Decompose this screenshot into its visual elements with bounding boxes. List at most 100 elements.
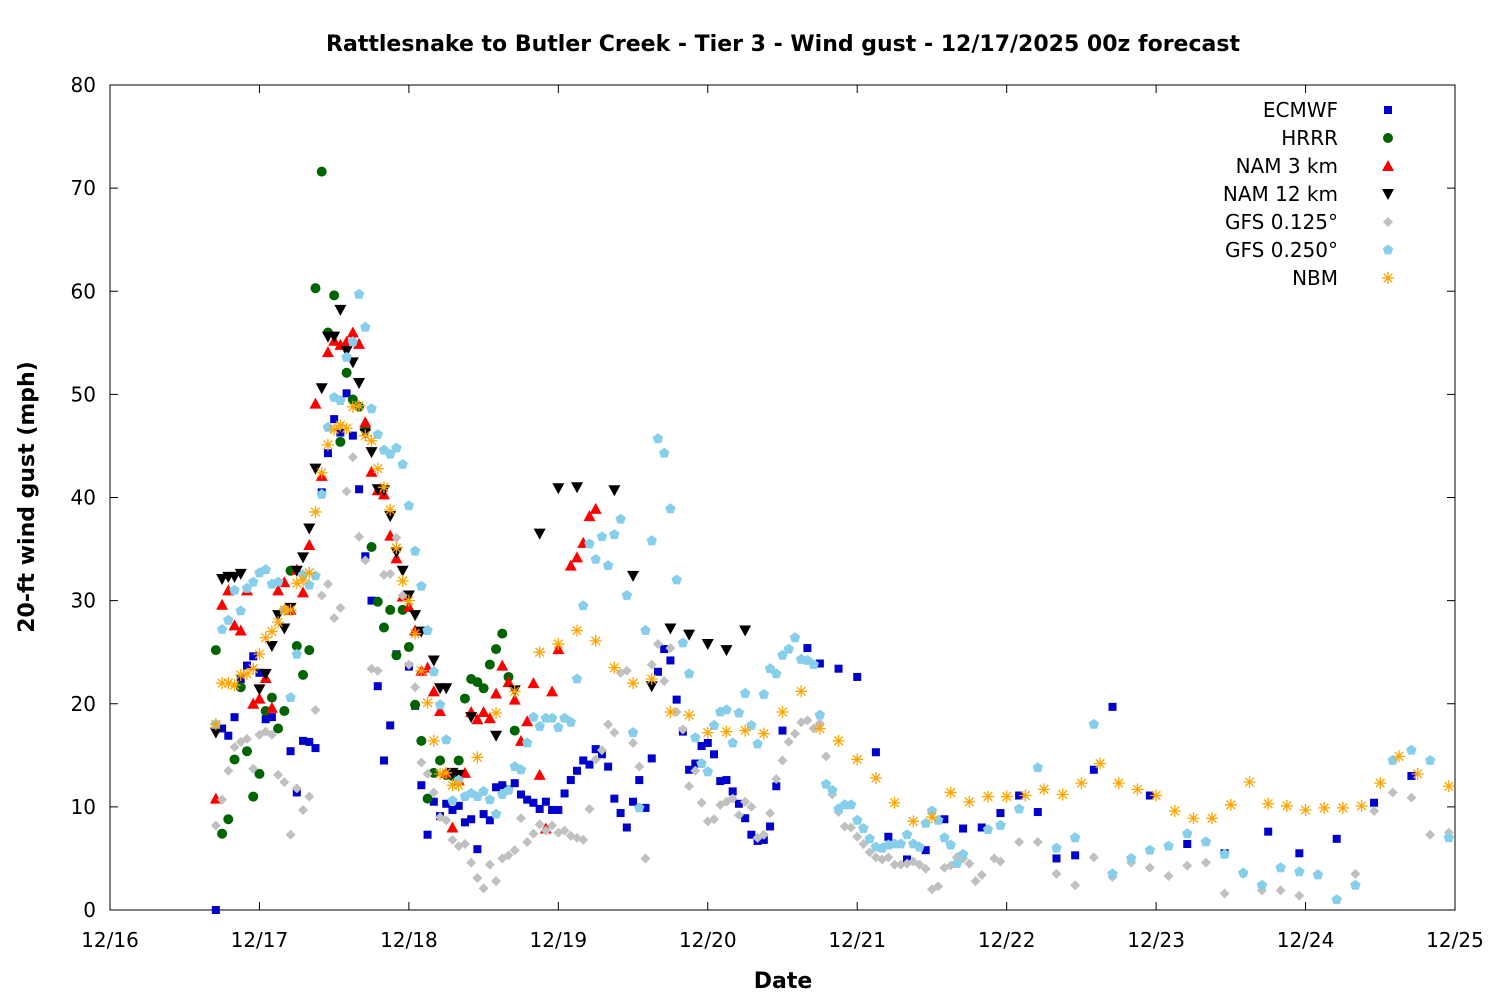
point-nbm xyxy=(1411,767,1424,780)
point-gfs-0-250 xyxy=(216,624,228,634)
point-nbm xyxy=(359,429,372,442)
point-gfs-0-125 xyxy=(640,853,651,864)
point-ecmwf xyxy=(373,682,382,691)
point-ecmwf xyxy=(417,781,426,790)
point-ecmwf xyxy=(429,797,438,806)
point-hrrr xyxy=(279,705,290,716)
point-ecmwf xyxy=(884,832,893,841)
point-ecmwf xyxy=(473,845,482,854)
point-gfs-0-250 xyxy=(808,659,819,669)
point-ecmwf xyxy=(267,713,276,722)
point-hrrr xyxy=(254,768,265,779)
point-ecmwf xyxy=(778,726,787,735)
point-hrrr xyxy=(273,723,284,734)
point-hrrr xyxy=(260,705,271,716)
point-gfs-0-125 xyxy=(1219,888,1230,899)
point-ecmwf xyxy=(591,745,600,754)
point-nbm xyxy=(253,648,266,661)
x-tick-label: 12/24 xyxy=(1277,928,1335,952)
point-ecmwf xyxy=(1264,827,1273,836)
point-nam-3-km xyxy=(502,676,515,688)
point-nbm xyxy=(234,668,247,681)
point-ecmwf xyxy=(815,659,824,668)
point-gfs-0-250 xyxy=(1424,755,1436,765)
point-gfs-0-250 xyxy=(578,600,589,611)
point-gfs-0-250 xyxy=(864,833,875,844)
point-ecmwf xyxy=(548,805,557,814)
point-gfs-0-125 xyxy=(845,822,856,833)
x-tick-label: 12/18 xyxy=(380,928,438,952)
point-hrrr xyxy=(410,699,421,710)
point-nbm xyxy=(272,616,285,629)
point-gfs-0-250 xyxy=(758,689,770,699)
legend-label: ECMWF xyxy=(1263,98,1338,122)
point-gfs-0-250 xyxy=(291,648,302,659)
point-gfs-0-250 xyxy=(428,666,439,677)
point-gfs-0-250 xyxy=(553,722,564,732)
point-gfs-0-125 xyxy=(534,819,545,830)
point-gfs-0-125 xyxy=(372,665,383,676)
point-hrrr xyxy=(378,622,389,633)
point-gfs-0-125 xyxy=(478,883,489,894)
point-gfs-0-250 xyxy=(1126,852,1137,863)
point-gfs-0-250 xyxy=(602,560,614,570)
point-gfs-0-125 xyxy=(515,813,526,824)
point-nam-12-km xyxy=(234,568,247,580)
point-gfs-0-125 xyxy=(740,796,751,807)
point-ecmwf xyxy=(710,750,719,759)
point-nbm xyxy=(1318,801,1331,814)
point-ecmwf xyxy=(940,815,949,824)
point-nbm xyxy=(216,677,229,690)
point-ecmwf xyxy=(211,906,220,914)
point-nbm xyxy=(334,419,347,432)
point-nam-12-km xyxy=(315,383,328,395)
point-gfs-0-250 xyxy=(901,829,913,840)
point-nbm xyxy=(608,661,621,674)
point-nam-12-km xyxy=(253,684,266,696)
point-gfs-0-250 xyxy=(1331,894,1342,905)
point-nam-3-km xyxy=(508,693,521,705)
point-ecmwf xyxy=(1015,791,1024,800)
point-ecmwf xyxy=(467,815,476,824)
point-hrrr xyxy=(241,746,252,757)
point-hrrr xyxy=(509,725,520,736)
point-ecmwf xyxy=(741,814,750,823)
point-gfs-0-250 xyxy=(478,785,489,796)
x-tick-label: 12/23 xyxy=(1127,928,1185,952)
point-nbm xyxy=(851,753,864,766)
point-nbm xyxy=(390,542,403,555)
point-ecmwf xyxy=(853,672,862,681)
point-nbm xyxy=(1442,780,1455,793)
point-gfs-0-125 xyxy=(1387,787,1398,798)
point-gfs-0-250 xyxy=(1443,832,1454,843)
point-gfs-0-250 xyxy=(646,535,657,546)
legend-marker-diamond-icon xyxy=(1383,217,1393,227)
point-gfs-0-250 xyxy=(640,625,651,635)
x-tick-label: 12/17 xyxy=(231,928,289,952)
point-nbm xyxy=(627,677,640,690)
point-hrrr xyxy=(497,628,508,639)
point-nam-3-km xyxy=(216,598,229,610)
point-ecmwf xyxy=(516,790,525,799)
point-gfs-0-125 xyxy=(1014,836,1025,847)
point-nam-12-km xyxy=(328,331,341,343)
point-ecmwf xyxy=(666,656,675,665)
point-nam-3-km xyxy=(496,659,509,671)
point-ecmwf xyxy=(647,754,656,763)
point-hrrr xyxy=(229,754,240,765)
point-gfs-0-125 xyxy=(839,821,850,832)
point-gfs-0-125 xyxy=(248,763,259,774)
point-gfs-0-250 xyxy=(335,395,346,405)
point-gfs-0-125 xyxy=(895,859,906,870)
point-nbm xyxy=(664,706,677,718)
point-gfs-0-125 xyxy=(410,682,421,693)
legend-marker-asterisk-icon xyxy=(1382,272,1394,284)
point-nbm xyxy=(888,796,901,809)
point-nbm xyxy=(309,505,322,518)
point-ecmwf xyxy=(921,846,930,855)
y-tick-label: 20 xyxy=(71,692,96,716)
point-gfs-0-125 xyxy=(783,736,794,747)
point-gfs-0-250 xyxy=(260,564,271,575)
point-gfs-0-250 xyxy=(1013,803,1025,814)
point-gfs-0-125 xyxy=(821,751,832,762)
